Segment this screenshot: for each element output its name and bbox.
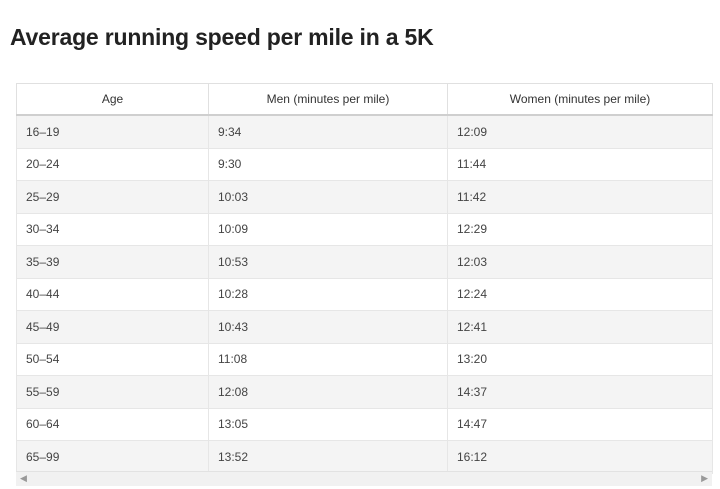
table-cell: 55–59 <box>16 375 209 409</box>
table-cell: 12:08 <box>208 375 448 409</box>
table-row: 60–64 13:05 14:47 <box>16 407 713 441</box>
table-cell: 10:43 <box>208 310 448 344</box>
table-row: 35–39 10:53 12:03 <box>16 245 713 279</box>
table-cell: 40–44 <box>16 277 209 311</box>
table-row: 55–59 12:08 14:37 <box>16 375 713 409</box>
table-cell: 12:41 <box>447 310 713 344</box>
table-cell: 35–39 <box>16 245 209 279</box>
table-cell: 12:24 <box>447 277 713 311</box>
table-cell: 12:03 <box>447 245 713 279</box>
table-cell: 9:30 <box>208 147 448 181</box>
table-cell: 25–29 <box>16 180 209 214</box>
table-cell: 13:20 <box>447 342 713 376</box>
table-cell: 30–34 <box>16 212 209 246</box>
table-row: 45–49 10:43 12:41 <box>16 310 713 344</box>
table-cell: 14:47 <box>447 407 713 441</box>
table-cell: 20–24 <box>16 147 209 181</box>
table-cell: 13:05 <box>208 407 448 441</box>
table-cell: 10:03 <box>208 180 448 214</box>
table-row: 50–54 11:08 13:20 <box>16 342 713 376</box>
scroll-left[interactable]: ◀ <box>20 473 27 483</box>
table-cell: 12:09 <box>447 114 713 149</box>
table-cell: 11:42 <box>447 180 713 214</box>
table-cell: 10:53 <box>208 245 448 279</box>
table-cell: 10:09 <box>208 212 448 246</box>
table-cell: 14:37 <box>447 375 713 409</box>
table-row: 40–44 10:28 12:24 <box>16 277 713 311</box>
table: Age Men (minutes per mile) Women (minutes … <box>16 83 713 474</box>
header-row: Age Men (minutes per mile) Women (minutes … <box>16 83 713 116</box>
column-header: Age <box>16 83 209 116</box>
column-header: Women (minutes per mile) <box>447 83 713 116</box>
table-row: 16–19 9:34 12:09 <box>16 114 713 149</box>
table-cell: 50–54 <box>16 342 209 376</box>
table-cell: 13:52 <box>208 440 448 474</box>
table-body: 16–19 9:34 12:09 20–24 9:30 11:44 25–29 10:03 11… <box>16 114 713 474</box>
table-row: 65–99 13:52 16:12 <box>16 440 713 474</box>
table-cell: 65–99 <box>16 440 209 474</box>
table-cell: 10:28 <box>208 277 448 311</box>
table-cell: 45–49 <box>16 310 209 344</box>
table-cell: 11:44 <box>447 147 713 181</box>
title: Average running speed per mile in a 5K <box>10 24 434 50</box>
table-row: 20–24 9:30 11:44 <box>16 147 713 181</box>
table-cell: 12:29 <box>447 212 713 246</box>
scroll-right[interactable]: ▶ <box>701 473 708 483</box>
table-cell: 16–19 <box>16 114 209 149</box>
table-row: 25–29 10:03 11:42 <box>16 180 713 214</box>
column-header: Men (minutes per mile) <box>208 83 448 116</box>
table-container: Age Men (minutes per mile) Women (minutes … <box>16 83 713 474</box>
table-cell: 16:12 <box>447 440 713 474</box>
table-cell: 60–64 <box>16 407 209 441</box>
table-cell: 9:34 <box>208 114 448 149</box>
table-row: 30–34 10:09 12:29 <box>16 212 713 246</box>
table-cell: 11:08 <box>208 342 448 376</box>
scrollbar[interactable]: ◀ ▶ <box>16 471 712 486</box>
